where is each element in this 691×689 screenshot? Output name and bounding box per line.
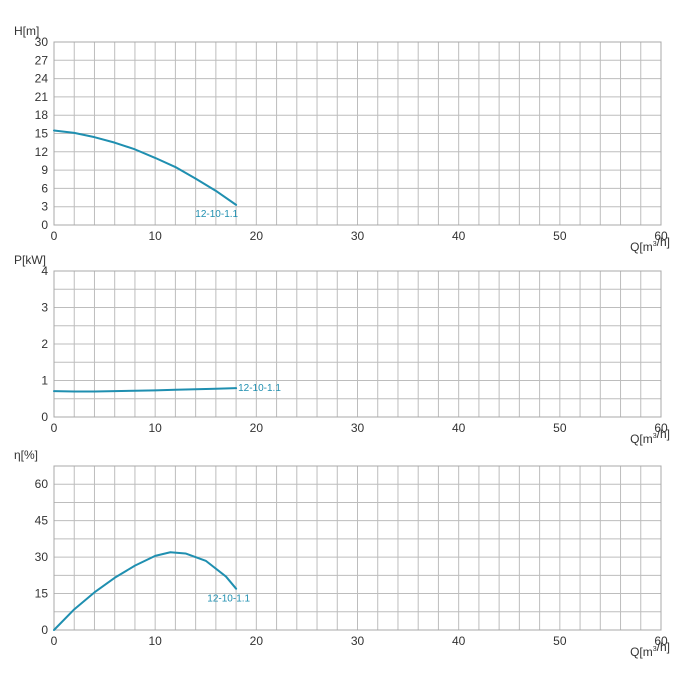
x-tick-label: 10 <box>148 421 162 435</box>
x-tick-label: 10 <box>148 634 162 648</box>
x-axis-label: Q[m3/h] <box>630 235 670 254</box>
x-tick-label: 20 <box>250 634 264 648</box>
series-line <box>53 387 238 393</box>
series-label: 12-10-1.1 <box>195 209 238 220</box>
x-tick-label: 60 <box>654 634 668 648</box>
y-tick-label: 12 <box>35 145 49 159</box>
x-tick-label: 40 <box>452 229 466 243</box>
x-tick-label: 10 <box>148 229 162 243</box>
series-line <box>53 129 238 206</box>
series-label: 12-10-1.1 <box>207 594 250 605</box>
x-axis-label: Q[m3/h] <box>630 640 670 659</box>
x-tick-label: 30 <box>351 421 365 435</box>
y-tick-label: 21 <box>35 90 49 104</box>
y-tick-label: 0 <box>41 623 48 637</box>
x-tick-label: 30 <box>351 229 365 243</box>
y-tick-label: 0 <box>41 410 48 424</box>
x-tick-label: 60 <box>654 229 668 243</box>
series-line <box>53 551 238 631</box>
y-axis-label: P[kW] <box>14 253 46 267</box>
series-label: 12-10-1.1 <box>238 383 281 394</box>
y-tick-label: 3 <box>41 301 48 315</box>
y-tick-label: 6 <box>41 181 48 195</box>
x-tick-label: 30 <box>351 634 365 648</box>
grid <box>53 270 662 418</box>
x-tick-label: 40 <box>452 421 466 435</box>
grid <box>53 41 662 226</box>
head-chart: 0 3 6 9 12 15 18 21 24 27 30 0 10 20 30 40 50 60 H[m] Q[m3/… <box>14 24 670 254</box>
plot-frame <box>53 465 662 631</box>
x-tick-label: 40 <box>452 634 466 648</box>
plot-frame <box>53 270 662 418</box>
y-tick-label: 1 <box>41 374 48 388</box>
y-tick-label: 27 <box>35 53 49 67</box>
y-tick-label: 2 <box>41 337 48 351</box>
x-tick-label: 50 <box>553 229 567 243</box>
y-tick-label: 18 <box>35 108 49 122</box>
y-tick-label: 15 <box>35 127 49 141</box>
y-tick-label: 0 <box>41 218 48 232</box>
y-axis-label: η[%] <box>14 448 38 462</box>
grid <box>53 465 662 631</box>
x-tick-label: 50 <box>553 634 567 648</box>
y-axis-label: H[m] <box>14 24 39 38</box>
x-tick-label: 20 <box>250 229 264 243</box>
y-tick-label: 60 <box>35 477 49 491</box>
y-tick-label: 15 <box>35 587 49 601</box>
x-axis-label: Q[m3/h] <box>630 427 670 446</box>
y-tick-label: 30 <box>35 35 49 49</box>
y-tick-label: 4 <box>41 264 48 278</box>
y-tick-label: 30 <box>35 550 49 564</box>
efficiency-chart: 0 15 30 45 60 0 10 20 30 40 50 60 η[%] Q[m3/h] 12-10-1… <box>14 448 670 659</box>
x-tick-label: 50 <box>553 421 567 435</box>
plot-frame <box>53 41 662 226</box>
y-tick-label: 3 <box>41 200 48 214</box>
x-tick-label: 60 <box>654 421 668 435</box>
x-tick-label: 0 <box>51 634 58 648</box>
y-tick-label: 24 <box>35 72 49 86</box>
x-tick-label: 0 <box>51 229 58 243</box>
y-tick-label: 45 <box>35 514 49 528</box>
y-tick-label: 9 <box>41 163 48 177</box>
x-tick-label: 0 <box>51 421 58 435</box>
x-tick-label: 20 <box>250 421 264 435</box>
